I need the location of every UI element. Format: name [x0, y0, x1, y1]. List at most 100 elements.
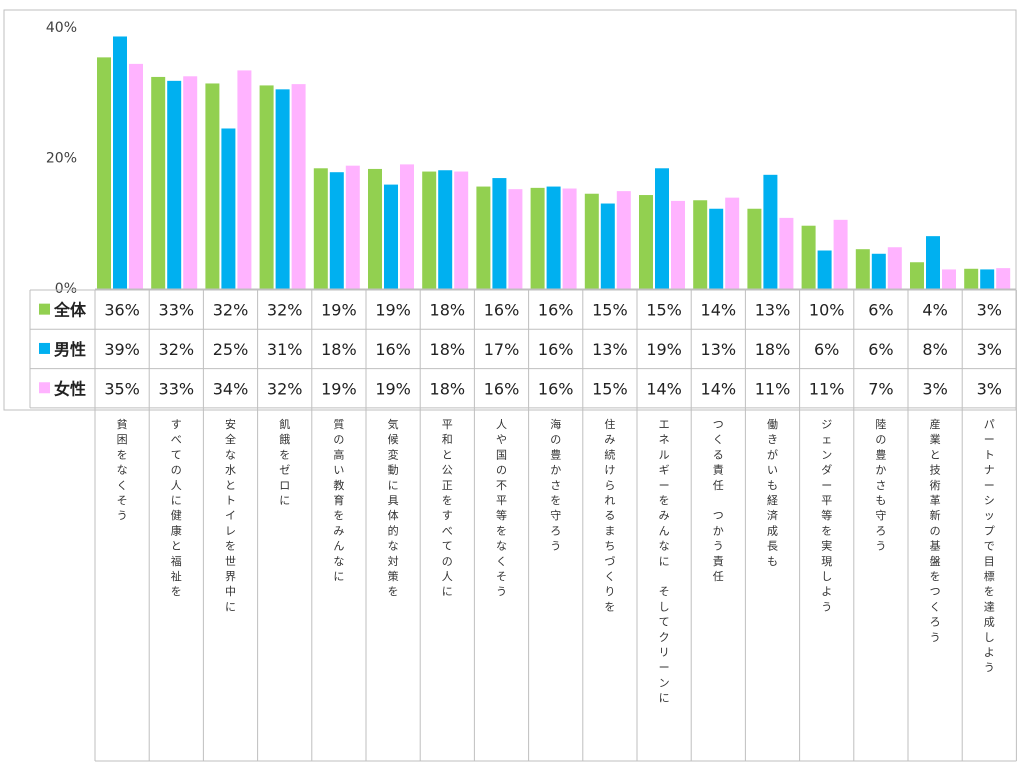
category-label-char: ト [225, 494, 236, 507]
data-label: 16% [375, 340, 411, 359]
category-label-char: に [388, 479, 399, 492]
category-label-char: 術 [930, 479, 941, 492]
category-label-char: 全 [225, 432, 236, 446]
bar-男性 [871, 253, 886, 289]
data-label: 32% [213, 301, 249, 320]
category-label-char: を [388, 585, 399, 598]
bar-女性 [833, 219, 848, 289]
data-label: 14% [701, 379, 737, 398]
category-label-char: 住 [604, 417, 615, 431]
category-label-char: す [171, 418, 182, 431]
category-label-char: ー [659, 479, 670, 492]
data-label: 11% [809, 379, 845, 398]
category-label-char: つ [713, 418, 724, 431]
bar-男性 [980, 269, 995, 289]
category-label-char: を [821, 524, 832, 537]
bar-全体 [259, 85, 274, 289]
category-label-char: な [659, 540, 670, 553]
data-label: 3% [977, 340, 1002, 359]
category-label-char: み [604, 433, 615, 446]
category-label-char: れ [604, 494, 615, 507]
category-label-char: う [713, 540, 724, 553]
category-label-char: 等 [821, 508, 832, 522]
data-label: 11% [755, 379, 791, 398]
category-label-char: 目 [984, 555, 995, 568]
data-label: 31% [267, 340, 303, 359]
category-label-char: く [930, 600, 941, 613]
category-label-char: 技 [930, 464, 941, 477]
bar-女性 [996, 268, 1011, 289]
bar-全体 [530, 187, 545, 289]
data-label: 4% [922, 301, 947, 320]
category-label-char: く [713, 433, 724, 446]
category-label-char: ま [604, 524, 615, 537]
category-label-char: を [279, 448, 290, 461]
category-label-char: て [659, 616, 670, 629]
category-label-char: と [442, 448, 453, 461]
bar-女性 [671, 200, 685, 289]
category-label-char: を [225, 540, 236, 553]
data-label: 8% [922, 340, 947, 359]
category-label-char: 責 [713, 554, 724, 568]
bar-全体 [205, 83, 220, 290]
data-label: 35% [104, 379, 140, 398]
category-label-char: 安 [225, 417, 236, 431]
bar-全体 [97, 57, 111, 289]
category-label-char: る [604, 509, 615, 522]
category-label-char: ネ [659, 433, 670, 446]
category-label-char: の [550, 433, 561, 446]
data-label: 16% [538, 301, 574, 320]
category-label-char: 変 [388, 447, 399, 461]
category-label-char: の [875, 433, 886, 446]
category-label-char: 実 [821, 539, 832, 553]
data-label: 13% [592, 340, 628, 359]
bar-男性 [438, 170, 453, 289]
category-label-char: 健 [171, 509, 182, 522]
bar-全体 [693, 200, 708, 289]
category-label-char: ん [333, 540, 344, 553]
bar-全体 [964, 268, 979, 289]
bar-女性 [291, 84, 306, 290]
data-label: 18% [321, 340, 357, 359]
category-label-char: く [604, 570, 615, 583]
category-label-char: 人 [496, 418, 507, 431]
category-label-char: よ [821, 585, 832, 598]
category-label-char: を [550, 494, 561, 507]
category-label-char: ン [659, 676, 670, 689]
bar-全体 [855, 249, 870, 289]
category-label-char: 飢 [279, 418, 290, 431]
category-label-char: そ [496, 570, 507, 583]
category-label-char: 等 [496, 508, 507, 522]
category-label-char: 界 [225, 570, 236, 583]
category-label-char: 成 [984, 616, 995, 629]
category-label-char: す [442, 509, 453, 522]
category-label-char: ゼ [279, 464, 290, 477]
category-label-char: 海 [550, 417, 561, 431]
bar-男性 [709, 208, 724, 289]
category-label-char: を [333, 509, 344, 522]
category-label-char: て [171, 448, 182, 461]
legend-swatch-男性 [39, 342, 50, 354]
category-label-char: く [496, 555, 507, 568]
category-label-char: つ [930, 585, 941, 598]
category-label-char: を [604, 600, 615, 613]
category-label-char: に [333, 570, 344, 583]
category-label-char: 新 [930, 508, 941, 522]
category-label-char: し [984, 631, 995, 644]
data-label: 19% [375, 379, 411, 398]
data-label: 16% [538, 379, 574, 398]
category-label-char: 体 [388, 508, 399, 522]
data-label: 17% [484, 340, 520, 359]
data-label: 18% [755, 340, 791, 359]
category-label-char: 済 [767, 508, 778, 522]
category-label-char: リ [659, 646, 670, 659]
category-label-char: 任 [713, 479, 724, 492]
data-label: 19% [646, 340, 682, 359]
category-label-char: 標 [984, 569, 995, 583]
category-label-char: ナ [984, 464, 995, 477]
